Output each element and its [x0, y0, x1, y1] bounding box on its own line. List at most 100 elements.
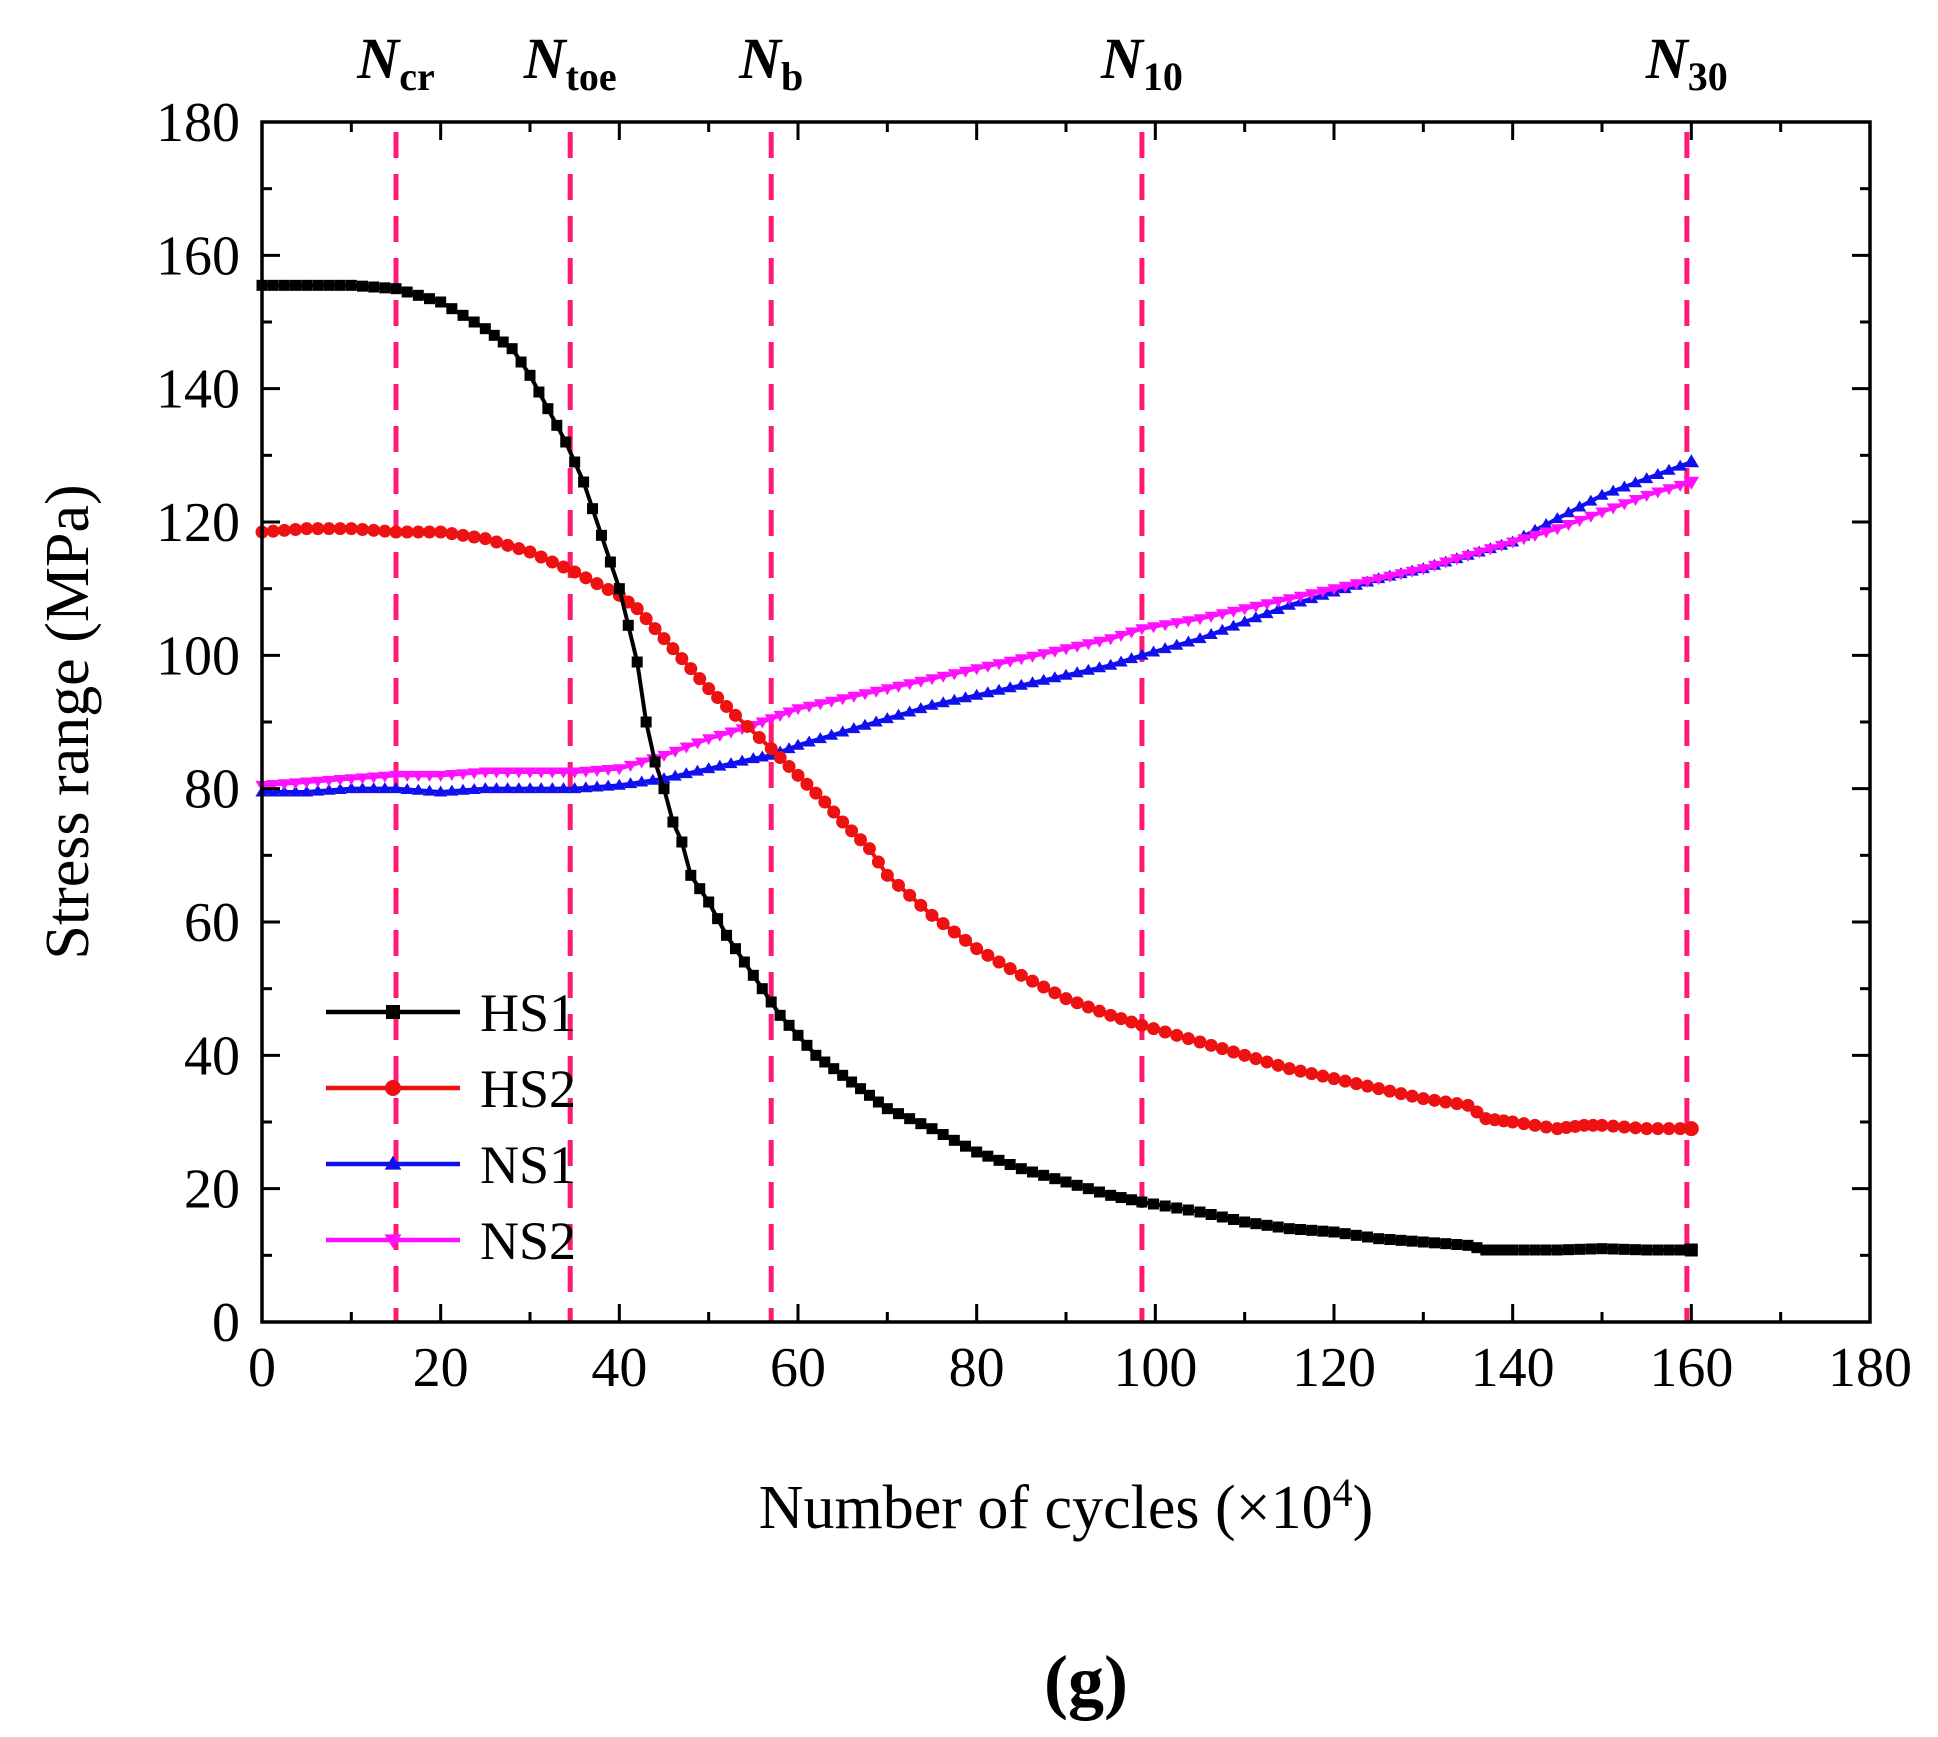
data-point-NS1 — [970, 688, 984, 700]
data-point-HS1 — [345, 279, 357, 291]
data-point-HS1 — [1261, 1219, 1273, 1231]
data-point-HS2 — [1316, 1069, 1330, 1083]
data-point-HS2 — [773, 751, 787, 765]
legend-item-HS2: HS2 — [326, 1059, 576, 1119]
legend-marker-NS2 — [384, 1234, 402, 1249]
data-point-HS2 — [1271, 1058, 1285, 1072]
vline-label-sub: b — [781, 54, 803, 99]
data-point-HS1 — [569, 456, 581, 468]
data-point-NS2 — [858, 689, 872, 701]
data-point-HS2 — [892, 878, 905, 892]
data-point-NS2 — [764, 714, 778, 726]
data-point-NS1 — [367, 782, 381, 794]
panel-label: (g) — [1044, 1641, 1128, 1721]
data-point-NS1 — [1181, 635, 1195, 647]
data-point-HS1 — [1406, 1235, 1418, 1247]
data-point-HS2 — [1081, 1000, 1095, 1014]
data-point-HS1 — [1362, 1231, 1373, 1243]
data-point-HS1 — [497, 336, 509, 348]
data-point-NS2 — [755, 717, 769, 729]
data-point-HS1 — [1440, 1238, 1452, 1250]
data-point-NS2 — [534, 767, 548, 779]
data-point-HS1 — [1630, 1244, 1641, 1256]
data-point-NS1 — [1662, 463, 1676, 475]
data-point-NS2 — [389, 770, 403, 782]
x-tick-label: 140 — [1471, 1337, 1555, 1399]
legend-label: HS1 — [480, 983, 576, 1043]
data-point-HS2 — [1640, 1122, 1654, 1136]
data-point-HS2 — [1125, 1015, 1139, 1029]
data-point-NS1 — [702, 762, 716, 774]
y-tick-label: 180 — [156, 92, 240, 154]
data-point-HS2 — [740, 719, 754, 733]
data-point-HS1 — [855, 1083, 867, 1095]
y-tick-label: 100 — [156, 625, 240, 687]
data-point-HS2 — [711, 691, 725, 705]
data-point-HS2 — [959, 933, 972, 947]
data-point-HS2 — [1249, 1052, 1263, 1066]
data-point-NS2 — [1528, 530, 1542, 542]
data-point-HS2 — [630, 602, 644, 616]
data-point-NS2 — [891, 681, 906, 693]
data-point-NS2 — [1439, 557, 1453, 569]
data-point-HS2 — [782, 759, 796, 773]
data-point-NS2 — [690, 738, 705, 750]
data-point-HS1 — [1082, 1183, 1094, 1195]
data-point-HS1 — [846, 1076, 858, 1088]
data-point-HS2 — [1450, 1097, 1464, 1111]
y-tick-label: 160 — [156, 225, 240, 287]
data-point-NS2 — [1170, 618, 1184, 630]
data-point-HS1 — [1462, 1239, 1474, 1251]
data-point-NS2 — [1427, 560, 1442, 572]
data-point-HS1 — [948, 1134, 960, 1146]
data-point-NS1 — [947, 693, 961, 705]
data-point-HS2 — [880, 868, 894, 882]
data-point-NS1 — [936, 696, 950, 708]
data-point-NS1 — [311, 784, 325, 796]
data-point-HS1 — [379, 282, 391, 294]
data-point-NS1 — [1014, 678, 1028, 690]
data-point-HS1 — [488, 329, 500, 341]
data-point-HS1 — [1216, 1211, 1228, 1223]
data-point-HS2 — [1683, 1121, 1699, 1137]
series-HS1 — [256, 279, 1698, 1257]
data-point-NS1 — [467, 782, 481, 794]
data-point-HS2 — [1629, 1121, 1642, 1135]
vline-label-main: N — [1645, 26, 1690, 91]
data-point-HS1 — [1038, 1169, 1050, 1181]
data-point-HS2 — [1372, 1082, 1386, 1096]
y-tick-label: 80 — [184, 759, 240, 821]
data-point-HS2 — [501, 538, 515, 552]
vline-label-main: N — [1100, 26, 1145, 91]
data-point-HS1 — [1115, 1192, 1127, 1204]
data-point-HS1 — [506, 343, 518, 355]
data-point-HS1 — [971, 1146, 983, 1158]
data-point-NS1 — [646, 773, 660, 785]
data-point-HS1 — [1395, 1234, 1407, 1246]
data-point-HS2 — [478, 532, 492, 546]
data-point-NS1 — [1561, 506, 1576, 518]
data-point-NS2 — [1271, 596, 1285, 608]
data-point-NS1 — [378, 782, 392, 794]
data-point-HS1 — [604, 556, 616, 568]
data-point-NS2 — [300, 777, 314, 789]
data-point-HS2 — [1470, 1105, 1484, 1119]
legend-marker-NS1 — [384, 1155, 402, 1170]
data-point-NS1 — [791, 738, 805, 750]
data-point-HS1 — [323, 279, 335, 291]
data-point-NS1 — [869, 715, 883, 727]
data-point-NS1 — [1226, 619, 1241, 631]
data-point-NS2 — [1651, 487, 1665, 499]
data-point-HS1 — [424, 293, 435, 305]
data-point-NS1 — [1260, 607, 1274, 619]
data-point-HS1 — [1684, 1243, 1698, 1257]
data-point-NS1 — [668, 769, 682, 781]
data-point-HS1 — [267, 279, 279, 291]
data-point-HS2 — [1338, 1074, 1352, 1088]
data-point-HS1 — [1663, 1244, 1675, 1256]
data-point-NS2 — [1081, 639, 1095, 651]
x-tick-label: 120 — [1292, 1337, 1376, 1399]
y-tick-label: 60 — [184, 892, 240, 954]
data-point-HS1 — [622, 619, 634, 631]
data-point-NS2 — [1461, 550, 1475, 562]
